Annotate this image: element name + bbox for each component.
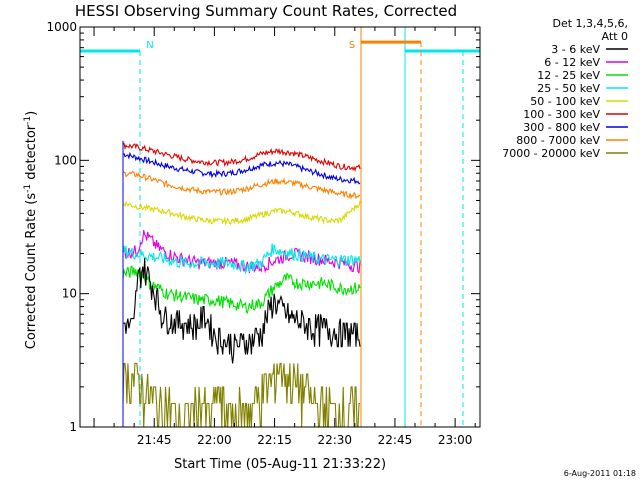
x-tick-label: 23:00 [438, 433, 473, 447]
chart-title: HESSI Observing Summary Count Rates, Cor… [75, 2, 457, 20]
series-line-4 [122, 200, 361, 227]
series-line-1 [122, 151, 361, 185]
series-line-3 [122, 170, 361, 200]
plot-frame [79, 26, 481, 428]
generated-timestamp: 6-Aug-2011 01:18 [564, 469, 636, 478]
y-tick-label: 1000 [46, 20, 77, 34]
y-tick-label: 100 [54, 153, 77, 167]
x-tick-label: 22:45 [378, 433, 413, 447]
x-tick-label: 21:45 [137, 433, 172, 447]
series-line-7 [122, 265, 361, 315]
series-line-5 [122, 229, 361, 275]
y-tick-label: 10 [62, 287, 77, 301]
x-tick-label: 22:15 [257, 433, 292, 447]
y-axis-label: Corrected Count Rate (s-1 detector-1) [23, 111, 39, 349]
legend-entry-label: 12 - 25 keV [537, 69, 600, 82]
legend-entry-label: 6 - 12 keV [544, 56, 600, 69]
legend-entry-label: 3 - 6 keV [551, 43, 600, 56]
axes: 1 10 100 1000 21:45 22:00 22:15 22:30 22:45 23:00 [46, 20, 481, 447]
legend-entry-label: 800 - 7000 keV [516, 134, 600, 147]
legend-entry-label: 7000 - 20000 keV [502, 147, 600, 160]
legend-header-detectors: Det 1,3,4,5,6, [552, 17, 628, 30]
x-tick-label: 22:00 [197, 433, 232, 447]
legend-entry-label: 50 - 100 keV [530, 95, 600, 108]
series-line-8 [123, 257, 361, 364]
y-tick-label: 1 [69, 420, 77, 434]
x-tick-label: 22:30 [317, 433, 352, 447]
series-line-6 [122, 243, 361, 275]
legend-entry-label: 25 - 50 keV [537, 82, 600, 95]
series-line-2 [122, 142, 361, 172]
legend-header-attenuator: Att 0 [602, 30, 628, 43]
series-line-9 [122, 362, 360, 427]
marker-n: N [146, 40, 153, 51]
legend-entry-label: 100 - 300 keV [523, 108, 600, 121]
x-axis-label: Start Time (05-Aug-11 21:33:22) [174, 457, 386, 472]
legend-entry-label: 300 - 800 keV [523, 121, 600, 134]
marker-s: S [349, 40, 355, 51]
